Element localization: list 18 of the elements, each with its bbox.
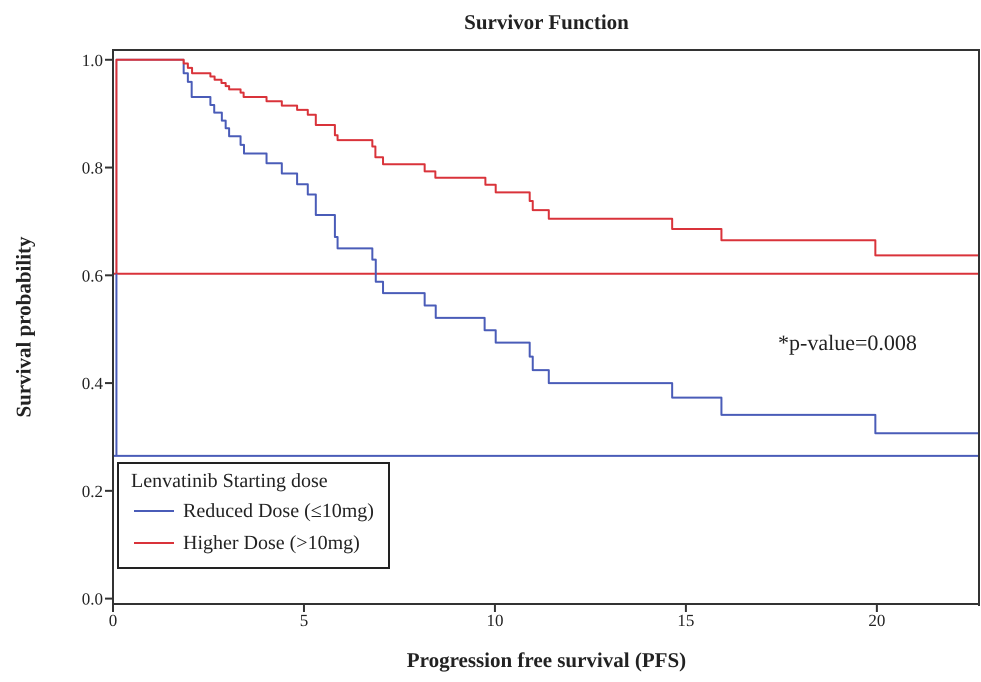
y-tick-label: 0.0 [82, 590, 103, 609]
chart-title: Survivor Function [463, 10, 630, 35]
x-tick-label: 0 [108, 611, 118, 630]
y-axis-title: Survival probability [12, 236, 36, 418]
legend-label: Higher Dose (>10mg) [183, 532, 360, 554]
y-tick-label: 0.6 [82, 266, 103, 286]
annotation: *p-value=0.008 [778, 330, 917, 356]
x-tick-label: 5 [300, 611, 308, 630]
y-tick-label: 1.0 [82, 50, 103, 70]
legend-label: Reduced Dose (≤10mg) [183, 500, 374, 522]
y-tick-label: 0.2 [82, 482, 103, 501]
x-tick-label: 20 [868, 611, 886, 630]
legend-title: Lenvatinib Starting dose [131, 470, 329, 493]
x-tick-label: 10 [486, 611, 504, 630]
y-tick-label: 0.4 [82, 374, 104, 394]
x-axis-title: Progression free survival (PFS) [406, 648, 688, 673]
y-tick-label: 0.8 [82, 158, 103, 178]
x-tick-label: 15 [677, 611, 694, 630]
